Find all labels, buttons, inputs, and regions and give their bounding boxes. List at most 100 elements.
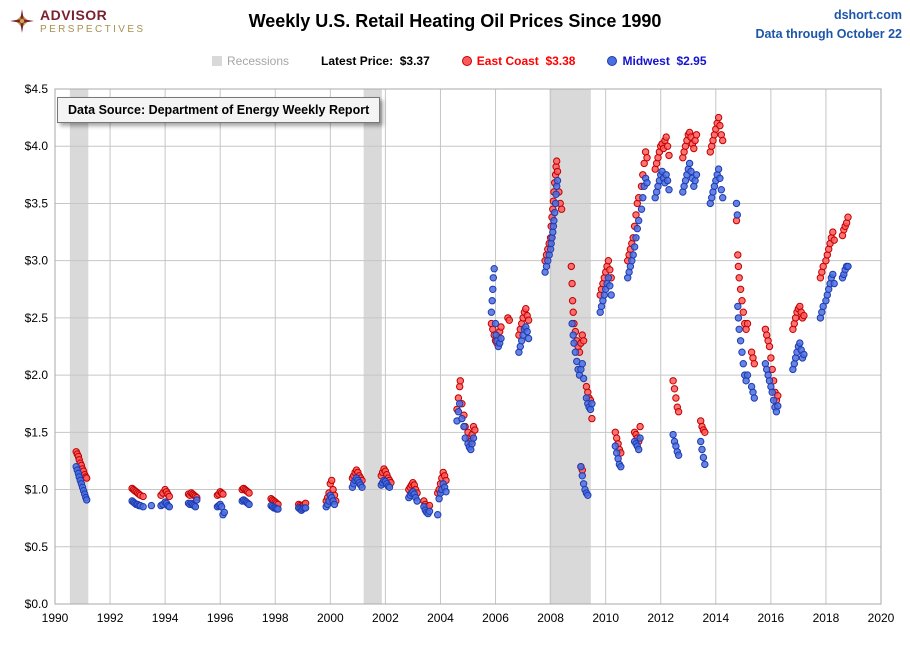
east-coast-point	[245, 489, 253, 497]
east-coast-point	[738, 297, 746, 305]
east-coast-point	[636, 422, 644, 431]
midwest-point	[733, 211, 741, 219]
logo-line2: PERSPECTIVES	[40, 24, 146, 35]
midwest-point	[607, 291, 615, 299]
midwest-point	[551, 208, 559, 217]
x-tick-label: 2002	[372, 611, 399, 625]
y-tick-label: $0.0	[25, 597, 49, 611]
header-right: dshort.com Data through October 22	[755, 6, 902, 44]
logo-line1: ADVISOR	[40, 7, 108, 23]
midwest-point	[551, 199, 560, 208]
midwest-point	[632, 234, 640, 242]
midwest-point	[491, 319, 500, 328]
midwest-point	[524, 334, 533, 343]
y-tick-label: $4.0	[25, 139, 49, 153]
site-link[interactable]: dshort.com	[833, 8, 902, 22]
x-tick-label: 2014	[702, 611, 729, 625]
east-coast-point	[734, 262, 743, 271]
east-coast-point	[497, 323, 505, 331]
price-chart-svg: 1990 1992 1994 1996 1998 2000 2002 2004 2006 2008…	[25, 82, 895, 625]
midwest-point	[147, 501, 156, 510]
midwest-point	[139, 503, 147, 511]
east-coast-point	[567, 262, 575, 271]
east-coast-point	[844, 213, 852, 221]
midwest-point	[743, 371, 752, 379]
y-tick-label: $1.5	[25, 425, 49, 439]
east-coast-point	[690, 144, 698, 153]
midwest-point	[699, 453, 708, 462]
midwest-point	[442, 488, 450, 496]
midwest-point	[643, 179, 651, 187]
east-coast-point	[606, 266, 614, 274]
data-through-label: Data through October 22	[755, 26, 902, 41]
x-tick-label: 2010	[592, 611, 619, 625]
midwest-point	[687, 167, 695, 176]
midwest-point	[736, 337, 745, 345]
midwest-point	[629, 251, 637, 259]
midwest-point	[796, 339, 804, 347]
east-coast-point	[663, 142, 672, 150]
legend-latest-price: Latest Price: $3.37	[321, 54, 430, 68]
east-coast-point	[716, 121, 724, 130]
midwest-point	[569, 331, 577, 339]
east-coast-point	[829, 228, 837, 236]
east-coast-point	[643, 154, 651, 162]
east-coast-point	[139, 492, 147, 501]
midwest-point	[663, 176, 672, 185]
midwest-point	[568, 319, 576, 328]
midwest-point	[165, 503, 174, 511]
x-tick-label: 1992	[97, 611, 124, 625]
east-coast-point	[553, 167, 562, 176]
x-tick-label: 1996	[207, 611, 234, 625]
midwest-point	[461, 434, 469, 442]
midwest-point	[191, 503, 200, 511]
midwest-point	[487, 308, 496, 316]
east-coast-point	[743, 319, 752, 328]
east-coast-point	[767, 354, 775, 362]
east-coast-point	[765, 342, 774, 351]
y-tick-label: $3.0	[25, 254, 49, 268]
x-tick-label: 2012	[647, 611, 674, 625]
compass-star-icon	[10, 9, 34, 33]
east-coast-point	[774, 392, 782, 400]
midwest-point	[714, 165, 723, 173]
midwest-marker-icon	[607, 56, 618, 66]
midwest-point	[456, 400, 464, 408]
east-coast-point	[669, 377, 677, 385]
midwest-point	[635, 216, 643, 225]
midwest-point	[193, 496, 201, 504]
midwest-point	[739, 360, 747, 368]
east-coast-point	[672, 394, 680, 402]
midwest-point	[685, 159, 694, 168]
midwest-point	[606, 282, 614, 290]
east-coast-point	[734, 251, 742, 259]
midwest-point	[550, 216, 558, 225]
midwest-point	[800, 350, 808, 359]
east-coast-point	[553, 157, 561, 165]
midwest-point	[488, 297, 496, 305]
midwest-point	[636, 434, 644, 442]
midwest-point	[588, 400, 596, 408]
midwest-point	[454, 408, 463, 416]
legend-midwest-label: Midwest $2.95	[622, 54, 707, 68]
midwest-point	[413, 497, 421, 505]
chart-legend: Recessions Latest Price: $3.37 East Coas…	[212, 54, 707, 68]
east-coast-point	[719, 136, 727, 145]
east-coast-marker-icon	[461, 56, 472, 66]
east-coast-point	[674, 408, 683, 416]
midwest-point	[330, 500, 339, 509]
midwest-point	[701, 460, 709, 469]
east-coast-point	[830, 236, 838, 244]
midwest-point	[734, 314, 743, 322]
legend-east-coast: East Coast $3.38	[461, 54, 576, 68]
legend-east-coast-label: East Coast $3.38	[476, 54, 576, 68]
x-tick-label: 1994	[152, 611, 179, 625]
midwest-point	[665, 186, 673, 194]
midwest-point	[769, 396, 778, 404]
midwest-point	[635, 445, 643, 454]
midwest-point	[553, 176, 562, 185]
midwest-point	[674, 451, 683, 459]
midwest-point	[604, 274, 613, 282]
east-coast-point	[471, 426, 479, 434]
